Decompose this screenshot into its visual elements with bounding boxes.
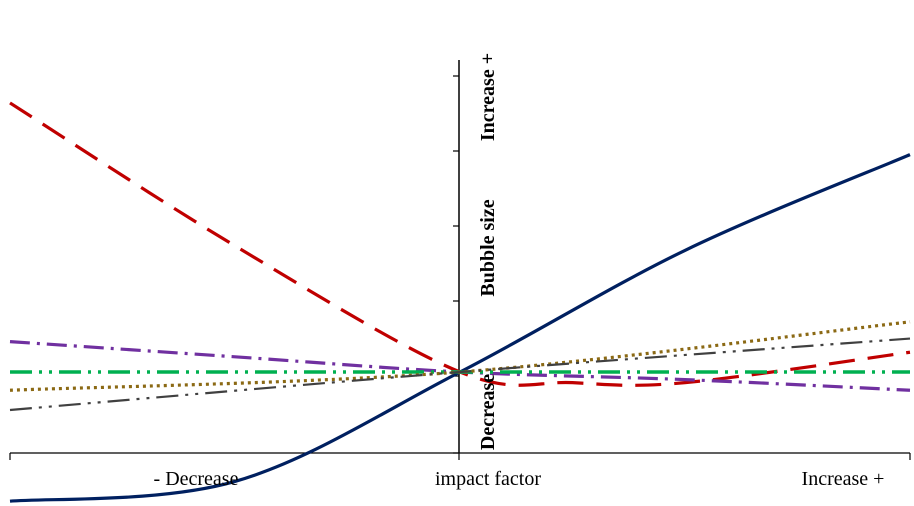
series-line-6 <box>9 337 911 412</box>
series-line-5 <box>9 320 911 392</box>
y-label-decrease: Decrease <box>477 374 499 450</box>
series-line-1 <box>9 153 911 503</box>
y-axis-ticks <box>453 75 459 454</box>
x-axis-ticks <box>9 453 911 460</box>
x-tick-label-decrease: - Decrease <box>154 468 239 490</box>
y-label-increase: Increase + <box>477 53 499 141</box>
axis-labels: - Decrease impact factor Increase + Incr… <box>154 53 885 490</box>
series-lines <box>9 101 911 503</box>
x-axis-label: impact factor <box>435 468 541 490</box>
axes <box>9 60 911 460</box>
y-axis-label: Bubble size <box>477 199 499 296</box>
x-tick-label-increase: Increase + <box>802 468 885 490</box>
series-line-3 <box>9 340 911 392</box>
series-line-2 <box>9 101 911 387</box>
